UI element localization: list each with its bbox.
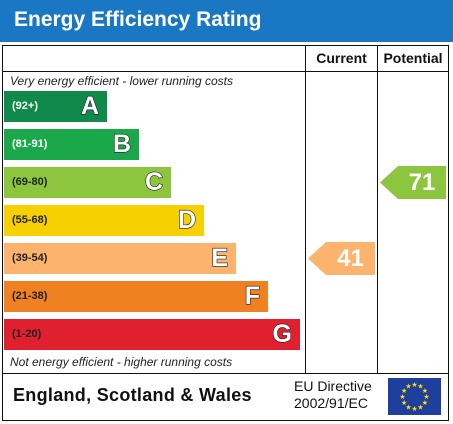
flag-star-icon: ★ — [417, 383, 423, 391]
eu-flag-icon: ★ ★ ★ ★ ★ ★ ★ ★ ★ ★ ★ ★ — [388, 378, 441, 415]
directive-line-1: EU Directive — [294, 378, 372, 394]
directive-line-2: 2002/91/EC — [294, 395, 368, 411]
flag-star-icon: ★ — [423, 393, 429, 401]
band-letter: G — [272, 319, 293, 348]
band-letter: E — [211, 243, 229, 272]
region-label: England, Scotland & Wales — [13, 385, 252, 405]
band-c: (69-80) C — [4, 167, 171, 198]
flag-star-icon: ★ — [405, 383, 411, 391]
band-e: (39-54) E — [4, 243, 236, 274]
footer-row-line — [2, 373, 449, 374]
flag-star-icon: ★ — [401, 387, 407, 395]
band-a: (92+) A — [4, 91, 107, 122]
band-range-label: (55-68) — [12, 214, 48, 226]
band-range-label: (69-80) — [12, 176, 48, 188]
band-letter: F — [244, 281, 261, 310]
band-g: (1-20) G — [4, 319, 300, 350]
top-note: Very energy efficient - lower running co… — [10, 74, 233, 88]
flag-star-icon: ★ — [401, 399, 407, 407]
flag-star-icon: ★ — [422, 387, 428, 395]
band-letter: D — [177, 205, 196, 234]
band-range-label: (39-54) — [12, 252, 48, 264]
bottom-note: Not energy efficient - higher running co… — [10, 355, 233, 369]
potential-column-divider — [377, 45, 378, 373]
band-range-label: (21-38) — [12, 290, 48, 302]
flag-star-icon: ★ — [422, 399, 428, 407]
header-row-line — [2, 71, 449, 72]
flag-star-icon: ★ — [405, 403, 411, 411]
band-letter: A — [80, 91, 99, 120]
chart-title: Energy Efficiency Rating — [0, 0, 453, 42]
current-rating-value: 41 — [337, 245, 364, 272]
band-range-label: (92+) — [12, 100, 38, 112]
flag-star-icon: ★ — [417, 403, 423, 411]
current-column-header: Current — [316, 50, 367, 66]
band-letter: B — [112, 129, 131, 158]
flag-star-icon: ★ — [411, 381, 417, 389]
chart-frame — [2, 45, 449, 421]
band-letter: C — [144, 167, 163, 196]
potential-column-header: Potential — [383, 50, 443, 66]
flag-star-icon: ★ — [399, 393, 405, 401]
flag-star-icon: ★ — [411, 405, 417, 413]
band-f: (21-38) F — [4, 281, 268, 312]
potential-rating-value: 71 — [408, 169, 436, 196]
band-d: (55-68) D — [4, 205, 204, 236]
band-range-label: (81-91) — [12, 138, 48, 150]
eu-directive: EU Directive 2002/91/EC — [294, 378, 372, 412]
band-b: (81-91) B — [4, 129, 139, 160]
band-range-label: (1-20) — [12, 328, 42, 340]
current-column-divider — [305, 45, 306, 373]
